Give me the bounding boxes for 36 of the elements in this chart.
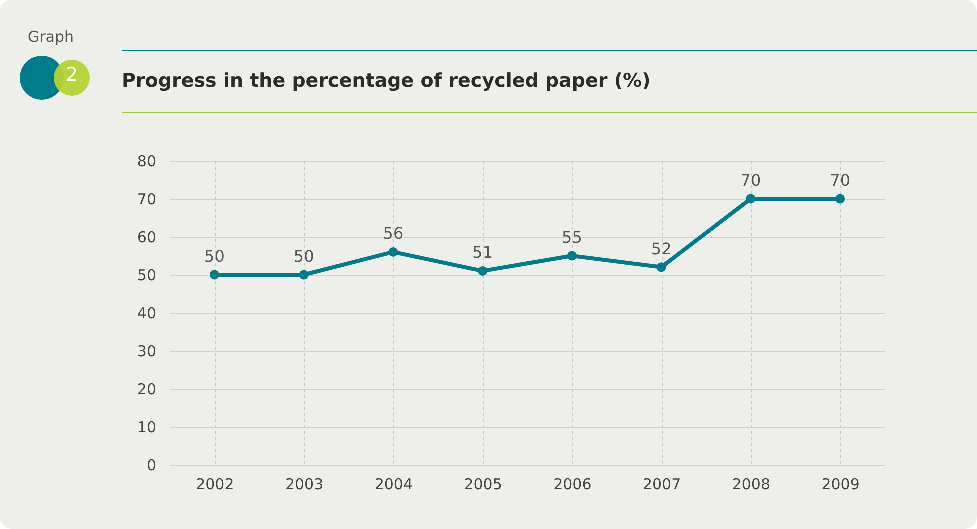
text: 2 [66, 64, 78, 86]
data-label: 50 [204, 247, 225, 266]
chart-title: Progress in the percentage of recycled paper (%) [122, 70, 651, 92]
x-tick-label: 2003 [285, 476, 324, 494]
point [836, 194, 846, 204]
y-tick-label: 20 [137, 380, 156, 398]
data-label: 50 [294, 247, 314, 266]
point [210, 270, 220, 280]
data-label: 56 [383, 224, 404, 244]
data-label: 70 [740, 171, 762, 190]
y-tick-label: 70 [137, 190, 156, 208]
point [388, 247, 398, 257]
y-tick-label: 10 [137, 418, 156, 436]
y-tick-label: 50 [137, 266, 156, 284]
point [746, 194, 756, 204]
x-tick-label: 2006 [554, 476, 592, 494]
y-tick-label: 30 [137, 342, 156, 360]
y-tick-label: 60 [137, 228, 156, 246]
text: Graph [28, 28, 74, 46]
y-tick-label: 80 [137, 152, 156, 170]
x-tick-label: 2005 [464, 476, 502, 494]
y-tick-label: 40 [137, 304, 156, 322]
data-label: 55 [562, 228, 582, 247]
y-tick-label: 0 [146, 456, 156, 474]
point [567, 251, 577, 261]
point [656, 262, 666, 272]
data-label: 52 [651, 239, 672, 258]
x-tick-label: 2004 [374, 476, 414, 494]
x-tick-label: 2007 [642, 476, 682, 494]
point [478, 266, 488, 276]
data-label: 70 [830, 171, 850, 190]
x-tick-label: 2002 [196, 476, 234, 494]
x-tick-label: 2009 [822, 476, 860, 494]
x-tick-label: 2008 [732, 476, 771, 494]
data-label: 51 [472, 243, 493, 262]
point [299, 270, 309, 280]
